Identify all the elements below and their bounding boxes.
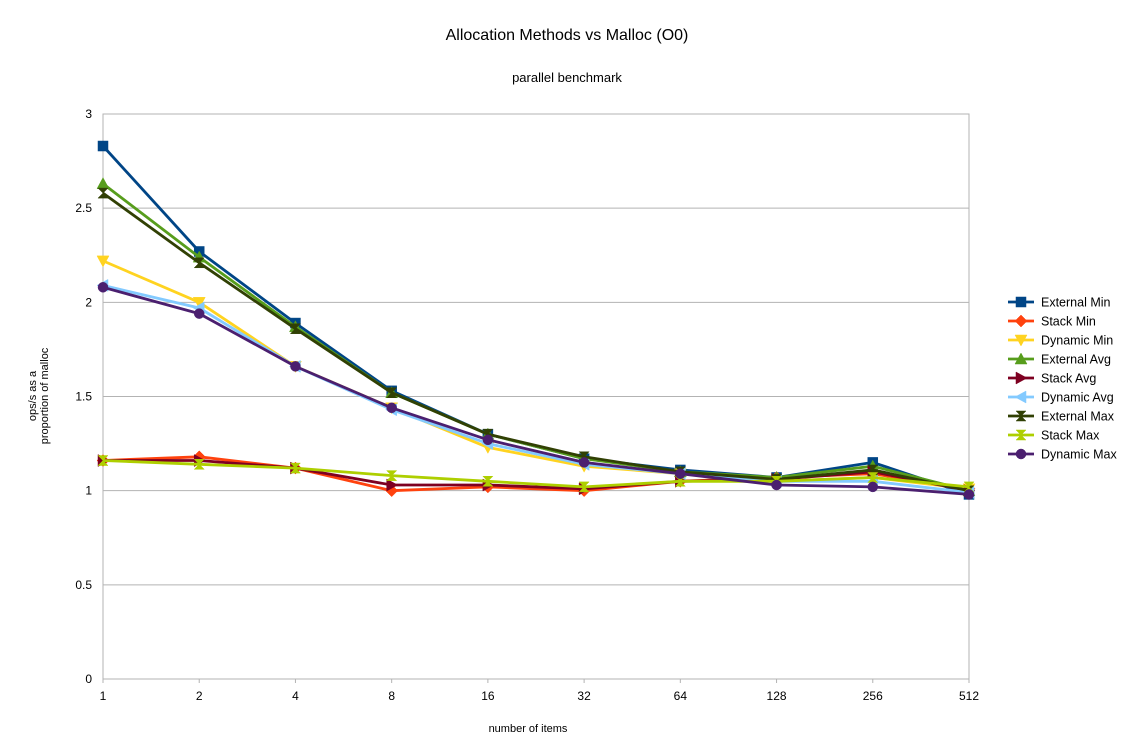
series-external-max: [97, 187, 975, 496]
data-point: [290, 361, 301, 372]
series-line: [102, 459, 970, 489]
legend: External Min Stack Min Dynamic Min External…: [1008, 296, 1117, 462]
x-tick-label: 8: [388, 689, 395, 703]
chart-subtitle: parallel benchmark: [512, 70, 622, 85]
data-point: [1014, 352, 1028, 365]
plot-area: [102, 113, 970, 680]
data-point: [1014, 334, 1028, 347]
y-tick-label: 3: [85, 107, 92, 121]
legend-label: External Max: [1041, 410, 1115, 424]
series-line: [102, 284, 970, 494]
legend-item: External Max: [1008, 410, 1115, 424]
legend-item: Dynamic Avg: [1008, 391, 1114, 405]
data-point: [97, 455, 109, 466]
y-axis-label-line-1: ops/s as a: [27, 370, 39, 421]
data-point: [193, 257, 205, 269]
data-point: [674, 476, 686, 487]
series-dynamic-max: [97, 282, 975, 500]
y-tick-label: 0: [85, 672, 92, 686]
data-point: [386, 387, 398, 398]
data-point: [1015, 429, 1027, 441]
data-point: [97, 140, 109, 152]
legend-item: Stack Max: [1008, 429, 1100, 443]
series-line: [102, 191, 970, 493]
y-axis-label: ops/s as a proportion of malloc: [27, 347, 51, 444]
legend-item: Dynamic Max: [1008, 448, 1117, 462]
legend-label: Dynamic Max: [1041, 448, 1117, 462]
y-tick-label: 0.5: [75, 578, 92, 592]
data-point: [482, 476, 494, 487]
data-point: [1014, 314, 1028, 328]
y-axis-label-line-2: proportion of malloc: [39, 347, 51, 444]
data-point: [386, 470, 398, 481]
data-point: [578, 481, 590, 493]
x-axis-ticks: 1 2 4 8 16 32 64 128 256 512: [100, 679, 979, 703]
x-axis-label: number of items: [489, 723, 568, 735]
x-tick-label: 256: [863, 689, 883, 703]
y-tick-label: 2: [85, 295, 92, 309]
x-tick-label: 128: [767, 689, 787, 703]
data-point: [1015, 410, 1027, 422]
data-point: [867, 472, 879, 483]
data-point: [1015, 296, 1027, 308]
series-stack-max: [97, 455, 975, 493]
data-point: [289, 323, 302, 334]
data-point: [963, 481, 975, 493]
series-lines: [96, 140, 976, 500]
y-tick-label: 1.5: [75, 390, 92, 404]
data-point: [96, 255, 110, 268]
legend-label: Dynamic Min: [1041, 334, 1113, 348]
data-point: [675, 468, 686, 479]
x-tick-label: 4: [292, 689, 299, 703]
data-point: [386, 478, 399, 492]
series-line: [102, 285, 970, 496]
data-point: [1014, 390, 1027, 404]
legend-label: Stack Min: [1041, 315, 1096, 329]
data-point: [771, 479, 782, 491]
legend-label: Stack Avg: [1041, 372, 1096, 386]
y-tick-label: 2.5: [75, 201, 92, 215]
legend-label: External Avg: [1041, 353, 1111, 367]
data-point: [193, 459, 205, 470]
legend-item: External Min: [1008, 296, 1111, 310]
legend-item: External Avg: [1008, 352, 1111, 367]
grid-lines: [103, 113, 969, 680]
x-tick-label: 16: [481, 689, 495, 703]
x-tick-label: 32: [577, 689, 591, 703]
y-tick-label: 1: [85, 484, 92, 498]
data-point: [1015, 371, 1028, 385]
data-point: [97, 187, 109, 199]
data-point: [867, 481, 879, 493]
x-tick-label: 1: [100, 689, 107, 703]
series-external-avg: [96, 177, 976, 496]
legend-item: Stack Min: [1008, 315, 1096, 329]
legend-label: Dynamic Avg: [1041, 391, 1114, 405]
data-point: [482, 434, 494, 446]
series-line: [101, 145, 970, 496]
legend-label: External Min: [1041, 296, 1111, 310]
data-point: [96, 177, 110, 189]
data-point: [963, 489, 975, 500]
x-tick-label: 512: [959, 689, 979, 703]
data-point: [289, 462, 302, 474]
data-point: [97, 282, 109, 293]
legend-item: Dynamic Min: [1008, 334, 1113, 348]
data-point: [1015, 448, 1027, 460]
data-point: [386, 402, 397, 414]
legend-item: Stack Avg: [1008, 372, 1096, 386]
legend-label: Stack Max: [1041, 429, 1100, 443]
y-axis-ticks: 0 0.5 1 1.5 2 2.5 3: [75, 107, 92, 686]
data-point: [578, 457, 590, 468]
data-point: [193, 308, 205, 319]
x-tick-label: 2: [196, 689, 203, 703]
chart-title: Allocation Methods vs Malloc (O0): [446, 27, 689, 44]
x-tick-label: 64: [674, 689, 688, 703]
